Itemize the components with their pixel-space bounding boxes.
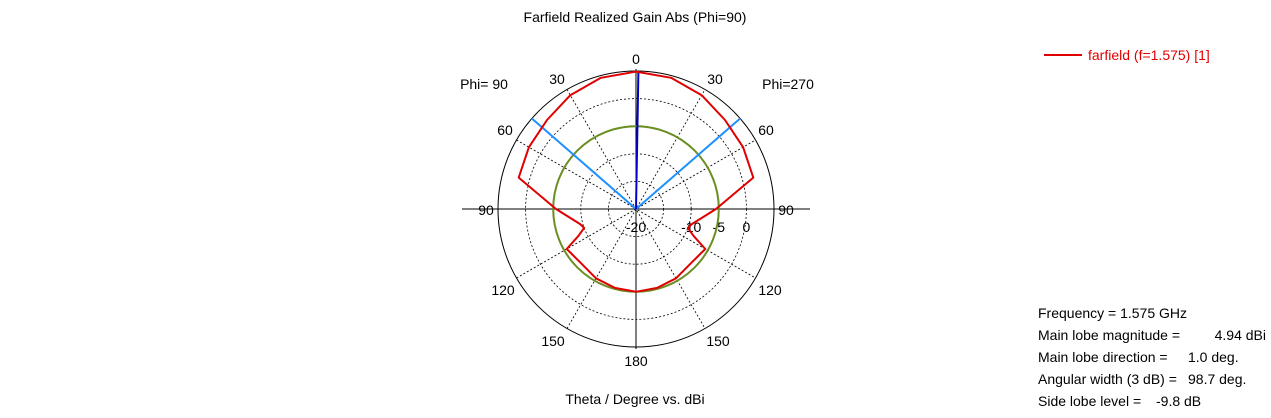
radial-tick-label: -20	[626, 219, 646, 235]
info-row-angular-width: Angular width (3 dB) = 98.7 deg.	[1038, 368, 1266, 390]
angle-tick-30-right: 30	[707, 71, 723, 87]
angle-tick-120-left: 120	[491, 282, 515, 298]
grid-spoke	[516, 139, 756, 279]
x-axis-label: Theta / Degree vs. dBi	[565, 391, 705, 407]
side-lobe-level-value: -9.8 dB	[1156, 393, 1202, 409]
angle-tick-30-left: 30	[549, 71, 565, 87]
angular-width-key: Angular width (3 dB) =	[1038, 371, 1177, 387]
result-summary: Frequency = 1.575 GHz Main lobe magnitud…	[1038, 302, 1266, 412]
side-lobe-level-key: Side lobe level =	[1038, 393, 1142, 409]
info-row-side-lobe: Side lobe level = -9.8 dB	[1038, 390, 1266, 412]
angle-tick-120-right: 120	[758, 282, 782, 298]
angle-tick-90-right: 90	[778, 202, 794, 218]
main-lobe-magnitude-value: 4.94 dBi	[1214, 327, 1266, 343]
phi-left-label: Phi= 90	[460, 76, 508, 92]
main-lobe-magnitude-key: Main lobe magnitude =	[1038, 327, 1181, 343]
main-lobe-direction-value: 1.0 deg.	[1188, 349, 1239, 365]
info-row-direction: Main lobe direction = 1.0 deg.	[1038, 346, 1266, 368]
phi-right-label: Phi=270	[762, 76, 814, 92]
radial-tick-label: -10	[681, 219, 701, 235]
angle-tick-60-right: 60	[758, 122, 774, 138]
legend-label: farfield (f=1.575) [1]	[1088, 47, 1210, 63]
chart-title: Farfield Realized Gain Abs (Phi=90)	[523, 9, 747, 25]
series-layer	[517, 70, 755, 293]
grid-spoke	[516, 139, 756, 279]
main-lobe-direction-key: Main lobe direction =	[1038, 349, 1168, 365]
angle-tick-0: 0	[632, 51, 640, 67]
angle-tick-90-left: 90	[478, 202, 494, 218]
legend: farfield (f=1.575) [1]	[1044, 47, 1210, 63]
info-row-frequency: Frequency = 1.575 GHz	[1038, 302, 1266, 324]
legend-swatch	[1044, 54, 1082, 56]
polar-tick-labels: 0 30 30 60 60 90 90 120 120 150 150 180 Phi= 90 Phi=2…	[460, 51, 814, 369]
angular-width-value: 98.7 deg.	[1188, 371, 1247, 387]
frequency-text: Frequency = 1.575 GHz	[1038, 305, 1188, 321]
info-row-magnitude: Main lobe magnitude = 4.94 dBi	[1038, 324, 1266, 346]
angle-tick-180: 180	[624, 353, 648, 369]
beamwidth-line	[531, 117, 637, 210]
angle-tick-150-left: 150	[541, 333, 565, 349]
angle-tick-150-right: 150	[706, 333, 730, 349]
radial-tick-label: 0	[743, 219, 751, 235]
angle-tick-60-left: 60	[497, 122, 513, 138]
pattern-curve	[517, 70, 755, 293]
beamwidth-line	[635, 117, 741, 210]
main-lobe-line	[635, 71, 640, 210]
